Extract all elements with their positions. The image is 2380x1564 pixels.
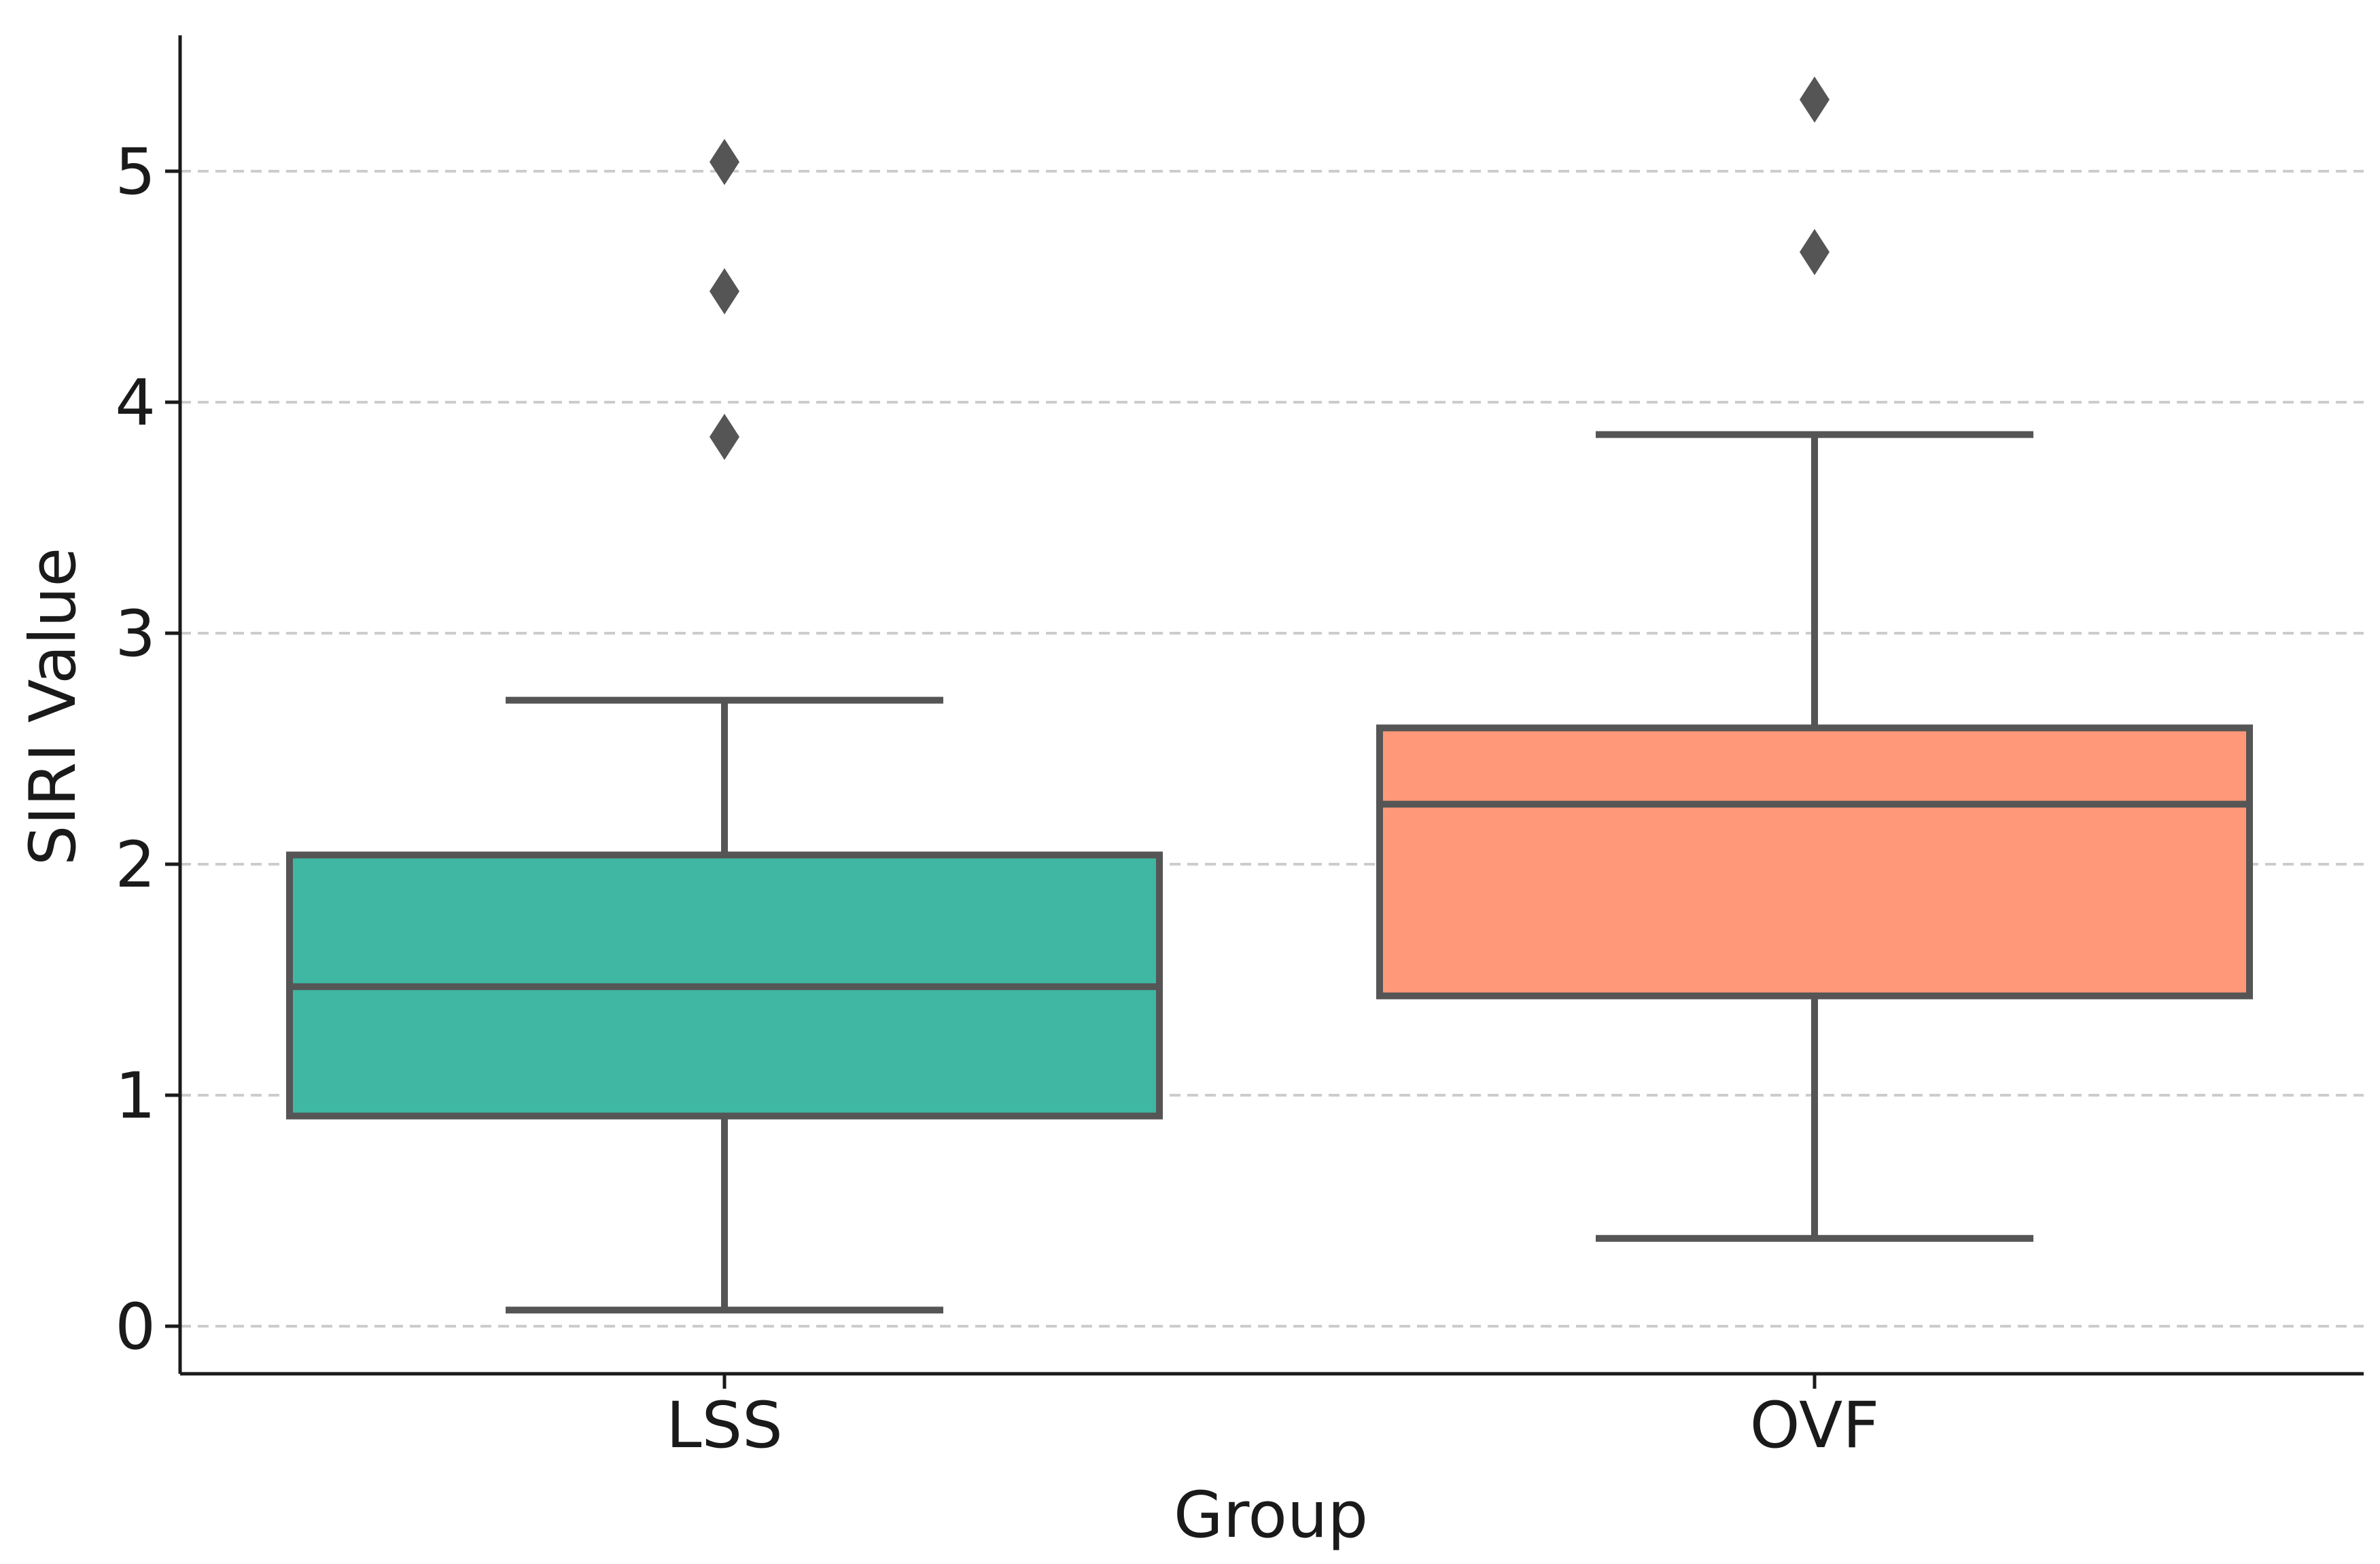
axes [178,35,2364,1376]
y-tick-label-1: 1 [115,1059,156,1133]
y-tick-label-2: 2 [115,828,156,902]
x-axis-title: Group [1174,1478,1368,1552]
outlier-ovf-1 [1800,229,1830,275]
ticks: 0 1 2 3 4 5 LSS OVF [115,135,1879,1463]
outlier-lss-1 [710,414,739,460]
x-tick-label-ovf: OVF [1750,1389,1880,1463]
y-tick-label-0: 0 [115,1290,156,1364]
box-group-ovf [1376,76,2253,1242]
y-tick-label-4: 4 [115,366,156,440]
outlier-lss-3 [710,139,739,185]
box-ovf [1376,724,2253,999]
x-tick-label-lss: LSS [666,1389,783,1463]
box-group-lss [286,139,1163,1314]
outlier-ovf-2 [1800,76,1830,123]
y-tick-label-5: 5 [115,135,156,209]
y-axis-title: SIRI Value [16,548,90,866]
box-plot-series [286,76,2253,1314]
y-tick-label-3: 3 [115,597,156,671]
outlier-lss-2 [710,268,739,315]
